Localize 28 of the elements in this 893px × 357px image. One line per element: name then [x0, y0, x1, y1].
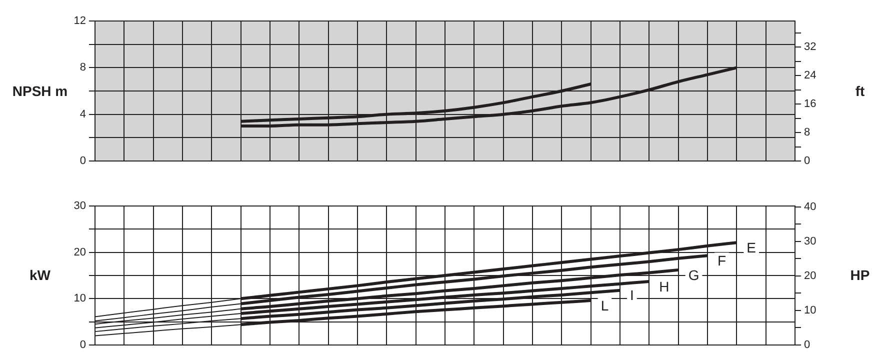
y2-axis-title: HP [849, 267, 871, 283]
y-tick-label: 10 [74, 292, 86, 305]
series-label: E [746, 239, 756, 256]
series-label: L [600, 297, 609, 314]
y2-tick-label: 30 [804, 235, 816, 248]
series-label: F [718, 252, 726, 268]
y-tick-label: 8 [80, 62, 86, 74]
y2-tick-label: 32 [804, 41, 816, 54]
y-axis-title: kW [28, 267, 52, 283]
series-label: H [659, 278, 670, 294]
y2-tick-label: 24 [804, 70, 816, 82]
y2-tick-label: 0 [804, 155, 810, 168]
y2-tick-label: 20 [804, 270, 816, 282]
series-label: I [630, 287, 634, 304]
y2-tick-label: 8 [804, 126, 810, 139]
y-tick-label: 12 [74, 15, 86, 28]
y2-axis-title: ft [854, 82, 866, 98]
y-tick-label: 0 [80, 339, 86, 352]
y2-tick-label: 0 [804, 339, 810, 352]
y2-tick-label: 40 [804, 200, 816, 213]
y2-tick-label: 10 [804, 304, 816, 316]
y-tick-label: 0 [80, 155, 86, 168]
y-tick-label: 4 [80, 108, 86, 120]
y-tick-label: 20 [74, 246, 86, 258]
y-tick-label: 30 [74, 200, 86, 212]
series-label: G [688, 266, 700, 283]
y2-tick-label: 16 [804, 98, 816, 110]
y-axis-title: NPSH m [11, 82, 69, 98]
